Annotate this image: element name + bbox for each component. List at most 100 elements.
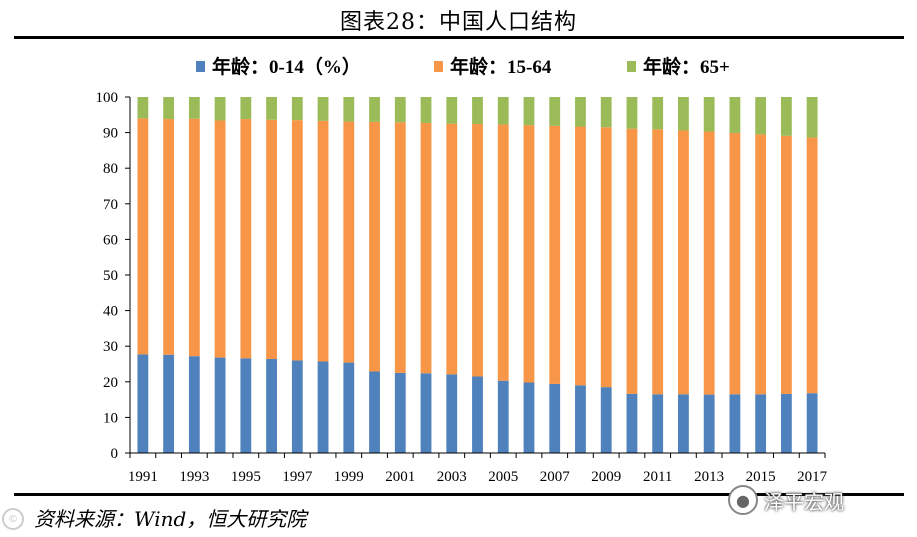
bar-2013-series-0: [703, 394, 715, 453]
x-tick-label-2017: 2017: [797, 469, 828, 485]
bar-2012-series-0: [678, 394, 689, 453]
y-tick-label-80: 80: [103, 161, 118, 177]
bar-1992-series-1: [163, 119, 175, 355]
bar-2016-series-0: [780, 393, 792, 453]
bar-1993-series-0: [188, 356, 200, 453]
bar-1997-series-0: [291, 360, 303, 453]
bar-2003-series-0: [446, 374, 458, 453]
bar-1994-series-1: [214, 120, 226, 358]
bar-2005-series-2: [497, 97, 509, 125]
bar-2015-series-0: [755, 394, 767, 453]
legend-label-2: 年龄：65+: [643, 55, 730, 78]
bar-2016-series-1: [780, 135, 792, 394]
x-tick-label-1993: 1993: [179, 469, 209, 485]
bar-1996-series-0: [266, 359, 277, 453]
bar-2008-series-2: [575, 97, 586, 127]
bar-1994-series-0: [214, 357, 226, 453]
bar-1995-series-1: [240, 119, 252, 359]
bar-1993-series-2: [188, 97, 200, 119]
bar-2015-series-2: [755, 97, 767, 135]
y-tick-label-50: 50: [103, 268, 118, 284]
bar-2009-series-0: [600, 387, 612, 453]
bar-1998-series-2: [317, 97, 329, 121]
bar-2014-series-0: [729, 394, 741, 453]
x-tick-label-1997: 1997: [282, 469, 313, 485]
x-tick-label-1995: 1995: [231, 469, 261, 485]
bar-2004-series-1: [472, 124, 483, 377]
stacked-bar-chart: 年龄：0-14（%） 年龄：15-64 年龄：65+ 0 10 20 30 40 50 60 70…: [96, 55, 828, 485]
bar-2006-series-2: [523, 97, 535, 126]
x-tick-label-2015: 2015: [746, 469, 776, 485]
bar-2017-series-2: [806, 97, 818, 138]
x-tick-label-2003: 2003: [437, 469, 467, 485]
bar-1999-series-0: [343, 362, 355, 453]
bar-2005-series-0: [497, 380, 509, 453]
bar-2003-series-2: [446, 97, 458, 124]
bar-2010-series-2: [626, 97, 638, 129]
y-tick-label-100: 100: [96, 90, 119, 106]
x-tick-label-1991: 1991: [128, 469, 158, 485]
bar-2011-series-2: [652, 97, 664, 130]
bar-2016-series-2: [780, 97, 792, 136]
legend: 年龄：0-14（%） 年龄：15-64 年龄：65+: [196, 55, 730, 78]
x-axis: 1991 1993 1995 1997 1999 2001 2003 2005 2007 2009…: [128, 452, 828, 485]
y-axis: 0 10 20 30 40 50 60 70 80 90 100: [96, 90, 131, 462]
x-tick-label-2009: 2009: [591, 469, 621, 485]
bar-1997-series-2: [291, 97, 303, 121]
x-tick-label-1999: 1999: [334, 469, 364, 485]
bar-2014-series-1: [729, 132, 741, 395]
bar-2010-series-1: [626, 128, 638, 394]
bar-2007-series-1: [549, 125, 561, 384]
bar-1999-series-1: [343, 121, 355, 363]
bar-1995-series-2: [240, 97, 252, 120]
bar-2004-series-2: [472, 97, 483, 125]
bar-2017-series-1: [806, 137, 818, 394]
bar-2002-series-2: [420, 97, 432, 123]
bar-2008-series-0: [575, 385, 586, 453]
bar-2013-series-2: [703, 97, 715, 132]
bar-2001-series-1: [394, 122, 406, 373]
x-tick-label-2011: 2011: [643, 469, 672, 485]
y-tick-label-10: 10: [103, 410, 118, 426]
bar-1995-series-0: [240, 358, 252, 453]
y-tick-label-30: 30: [103, 339, 118, 355]
bar-2010-series-0: [626, 393, 638, 453]
y-tick-label-70: 70: [103, 197, 118, 213]
bar-1991-series-2: [137, 97, 149, 119]
bar-1998-series-0: [317, 361, 329, 453]
watermark: ● 泽平宏观: [728, 484, 844, 516]
bar-2009-series-2: [600, 97, 612, 128]
bar-1992-series-0: [163, 354, 175, 453]
bar-1999-series-2: [343, 97, 355, 122]
y-tick-label-40: 40: [103, 304, 118, 320]
legend-swatch-0: [196, 61, 205, 72]
top-rule: [14, 36, 904, 39]
bar-2007-series-0: [549, 383, 561, 453]
chart-title: 图表28：中国人口结构: [340, 10, 577, 35]
bar-2015-series-1: [755, 134, 767, 395]
bar-1993-series-1: [188, 118, 200, 357]
legend-swatch-1: [434, 61, 443, 72]
bar-1996-series-1: [266, 119, 277, 360]
bar-1996-series-2: [266, 97, 277, 120]
bar-2002-series-1: [420, 122, 432, 374]
bar-1991-series-1: [137, 118, 149, 355]
bar-2008-series-1: [575, 126, 586, 386]
bar-2009-series-1: [600, 127, 612, 388]
x-tick-label-2005: 2005: [488, 469, 518, 485]
bar-2012-series-2: [678, 97, 689, 131]
source-note: 资料来源：Wind，恒大研究院: [34, 507, 307, 531]
bar-2002-series-0: [420, 373, 432, 453]
bar-2000-series-1: [369, 121, 380, 372]
wechat-icon: ●: [728, 485, 758, 515]
bar-2000-series-2: [369, 97, 380, 122]
bar-2013-series-1: [703, 131, 715, 395]
bar-2006-series-0: [523, 382, 535, 453]
bar-2011-series-1: [652, 129, 664, 395]
bar-2004-series-0: [472, 376, 483, 453]
corner-logo-icon: ©: [2, 508, 24, 530]
watermark-text: 泽平宏观: [764, 489, 844, 514]
x-tick-label-2001: 2001: [385, 469, 415, 485]
bar-2017-series-0: [806, 393, 818, 453]
bar-2014-series-2: [729, 97, 741, 133]
